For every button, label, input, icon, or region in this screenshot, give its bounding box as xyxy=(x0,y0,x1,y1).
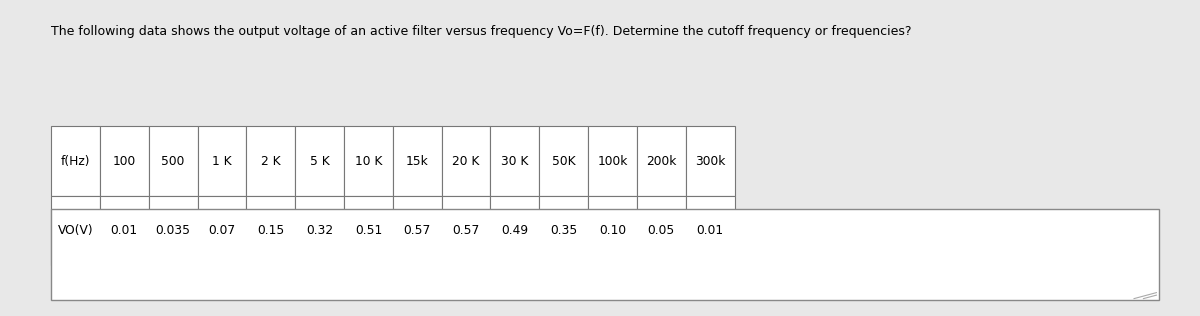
Bar xyxy=(198,126,246,196)
Bar xyxy=(442,196,491,265)
Text: 0.01: 0.01 xyxy=(110,224,138,237)
Bar xyxy=(491,196,539,265)
Text: 0.32: 0.32 xyxy=(306,224,334,237)
Text: 1 K: 1 K xyxy=(212,155,232,168)
Text: 0.57: 0.57 xyxy=(452,224,480,237)
Text: 0.035: 0.035 xyxy=(156,224,191,237)
Bar xyxy=(149,126,198,196)
Text: 30 K: 30 K xyxy=(502,155,528,168)
Text: 20 K: 20 K xyxy=(452,155,480,168)
Text: 0.07: 0.07 xyxy=(209,224,235,237)
Text: 100k: 100k xyxy=(598,155,628,168)
Text: 2 K: 2 K xyxy=(260,155,281,168)
Bar xyxy=(685,126,734,196)
Text: VO(V): VO(V) xyxy=(58,224,94,237)
Bar xyxy=(295,196,344,265)
Bar xyxy=(52,209,1159,300)
Bar xyxy=(344,126,392,196)
Text: 50K: 50K xyxy=(552,155,576,168)
Bar xyxy=(149,196,198,265)
Bar xyxy=(246,196,295,265)
Text: 0.57: 0.57 xyxy=(403,224,431,237)
Bar xyxy=(539,126,588,196)
Text: 0.15: 0.15 xyxy=(257,224,284,237)
Text: 0.49: 0.49 xyxy=(502,224,528,237)
Bar xyxy=(198,196,246,265)
Bar xyxy=(588,196,637,265)
Text: f(Hz): f(Hz) xyxy=(61,155,90,168)
Bar xyxy=(100,196,149,265)
Bar xyxy=(344,196,392,265)
Text: 10 K: 10 K xyxy=(355,155,382,168)
Text: 5 K: 5 K xyxy=(310,155,330,168)
Text: 200k: 200k xyxy=(646,155,677,168)
Text: 0.35: 0.35 xyxy=(550,224,577,237)
Bar xyxy=(295,126,344,196)
Bar xyxy=(392,126,442,196)
Text: 100: 100 xyxy=(113,155,136,168)
Bar xyxy=(52,196,100,265)
Bar xyxy=(52,126,100,196)
Text: 0.10: 0.10 xyxy=(599,224,626,237)
Bar xyxy=(246,126,295,196)
Bar xyxy=(588,126,637,196)
Text: 15k: 15k xyxy=(406,155,428,168)
Text: 300k: 300k xyxy=(695,155,725,168)
Text: The following data shows the output voltage of an active filter versus frequency: The following data shows the output volt… xyxy=(52,25,912,38)
Bar xyxy=(100,126,149,196)
Text: 0.51: 0.51 xyxy=(355,224,382,237)
Bar xyxy=(685,196,734,265)
Bar xyxy=(442,126,491,196)
Bar xyxy=(539,196,588,265)
Bar xyxy=(637,126,685,196)
Text: 0.01: 0.01 xyxy=(696,224,724,237)
Bar xyxy=(637,196,685,265)
Bar xyxy=(392,196,442,265)
Text: 0.05: 0.05 xyxy=(648,224,674,237)
Bar xyxy=(491,126,539,196)
Text: 500: 500 xyxy=(162,155,185,168)
